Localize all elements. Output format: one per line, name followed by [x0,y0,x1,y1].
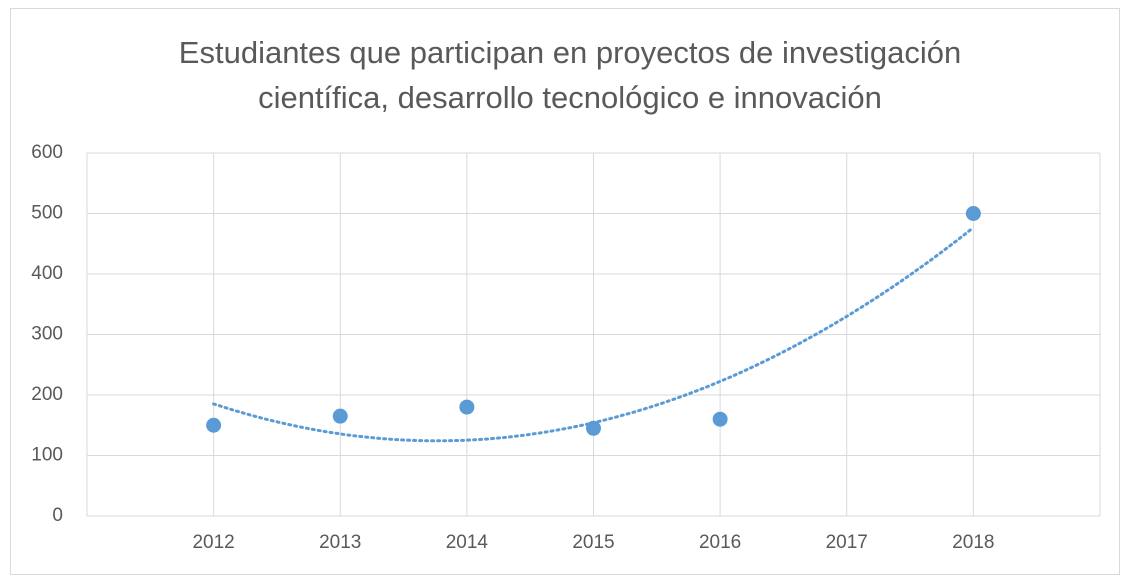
data-point [206,417,222,433]
y-tick-label: 400 [31,263,63,284]
x-tick-label: 2018 [952,532,994,553]
y-tick-label: 100 [31,445,63,466]
y-tick-label: 600 [31,142,63,163]
x-tick-label: 2013 [319,532,361,553]
y-tick-label: 500 [31,203,63,224]
y-tick-label: 200 [31,384,63,405]
data-point [586,420,601,436]
x-tick-label: 2015 [572,532,614,553]
x-tick-label: 2012 [192,532,234,553]
chart-title: científica, desarrollo tecnológico e inn… [258,80,882,115]
y-tick-label: 0 [52,505,63,526]
y-tick-label: 300 [31,324,63,345]
chart-title: Estudiantes que participan en proyectos … [179,35,961,70]
x-tick-label: 2017 [826,532,868,553]
data-point [332,408,348,424]
chart-frame [10,8,1120,575]
data-point [712,411,728,427]
data-point [965,206,981,221]
x-tick-label: 2016 [699,532,741,553]
data-point [459,399,475,415]
x-tick-label: 2014 [446,532,489,553]
